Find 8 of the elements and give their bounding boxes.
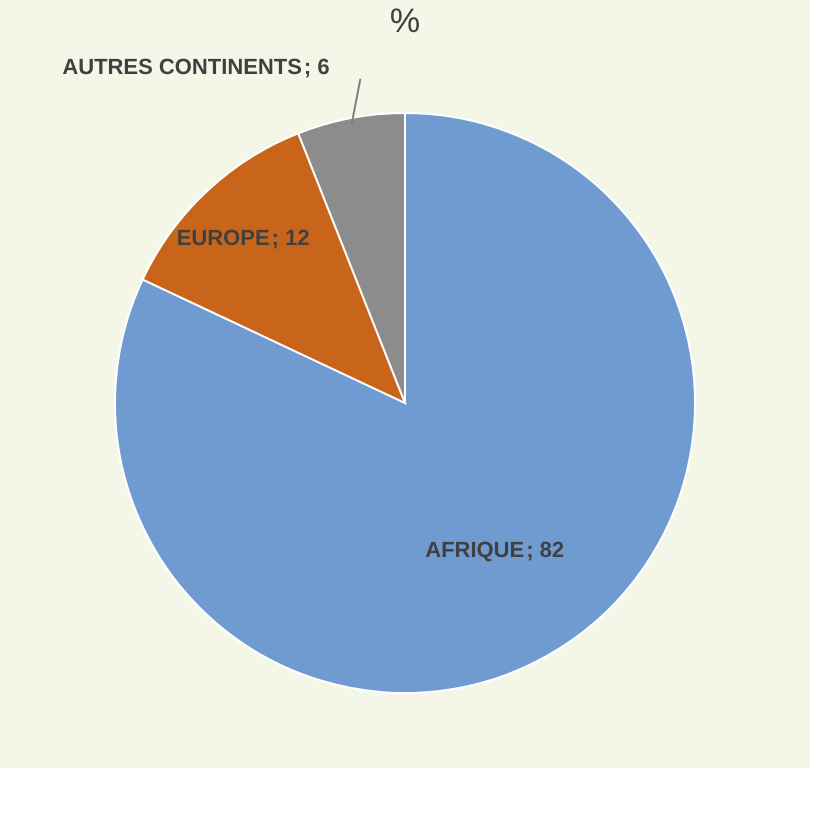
slice-label: EUROPE [176, 225, 270, 250]
data-label: ; 82 [526, 536, 564, 562]
chart-title: % [390, 2, 420, 40]
slice-label: AUTRES CONTINENTS [62, 54, 302, 79]
data-label: ; 6 [304, 54, 330, 79]
data-label: ; 12 [272, 225, 310, 250]
pie-slice [114, 112, 696, 694]
slice-label: AFRIQUE [425, 536, 524, 562]
